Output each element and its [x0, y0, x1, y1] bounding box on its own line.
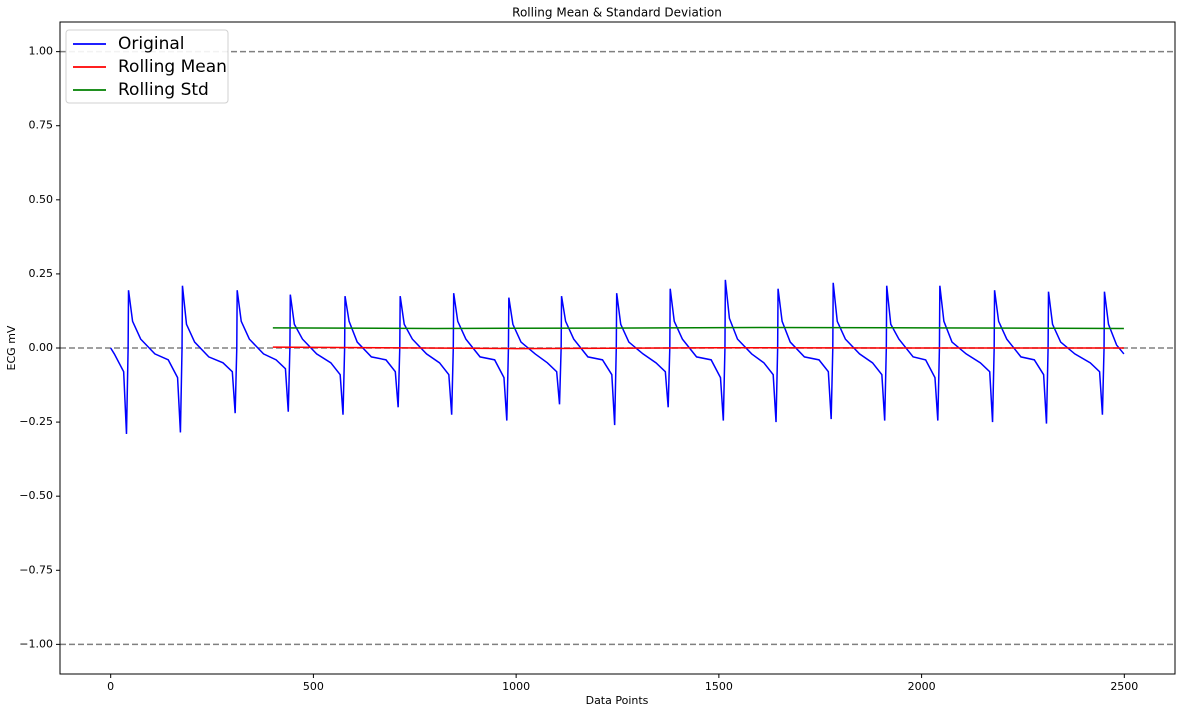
x-tick-label: 500: [303, 680, 324, 693]
y-tick-label: −0.25: [19, 415, 53, 428]
x-tick-label: 2500: [1110, 680, 1138, 693]
legend-label: Original: [118, 34, 185, 54]
plot-frame: [59, 21, 1176, 675]
x-tick-label: 1000: [502, 680, 530, 693]
x-tick-label: 2000: [908, 680, 936, 693]
y-tick-label: 0.00: [29, 341, 54, 354]
y-tick-label: −1.00: [19, 637, 53, 650]
legend-box: [65, 29, 229, 104]
legend-label: Rolling Std: [118, 80, 209, 100]
legend-label: Rolling Mean: [118, 57, 227, 77]
x-tick-label: 1500: [705, 680, 733, 693]
y-tick-label: 0.75: [29, 119, 54, 132]
x-tick-label: 0: [107, 680, 114, 693]
series-line: [110, 279, 1125, 434]
y-tick-label: 0.50: [29, 193, 54, 206]
plot-area: [60, 50, 1175, 646]
y-tick-label: −0.50: [19, 489, 53, 502]
y-tick-label: 0.25: [29, 267, 54, 280]
y-axis-label: ECG mV: [5, 325, 18, 370]
y-tick-label: 1.00: [29, 45, 54, 58]
y-tick-label: −0.75: [19, 563, 53, 576]
chart-title: Rolling Mean & Standard Deviation: [512, 6, 722, 20]
series-line: [272, 346, 1124, 350]
x-axis-label: Data Points: [586, 694, 649, 707]
series-line: [272, 326, 1124, 330]
